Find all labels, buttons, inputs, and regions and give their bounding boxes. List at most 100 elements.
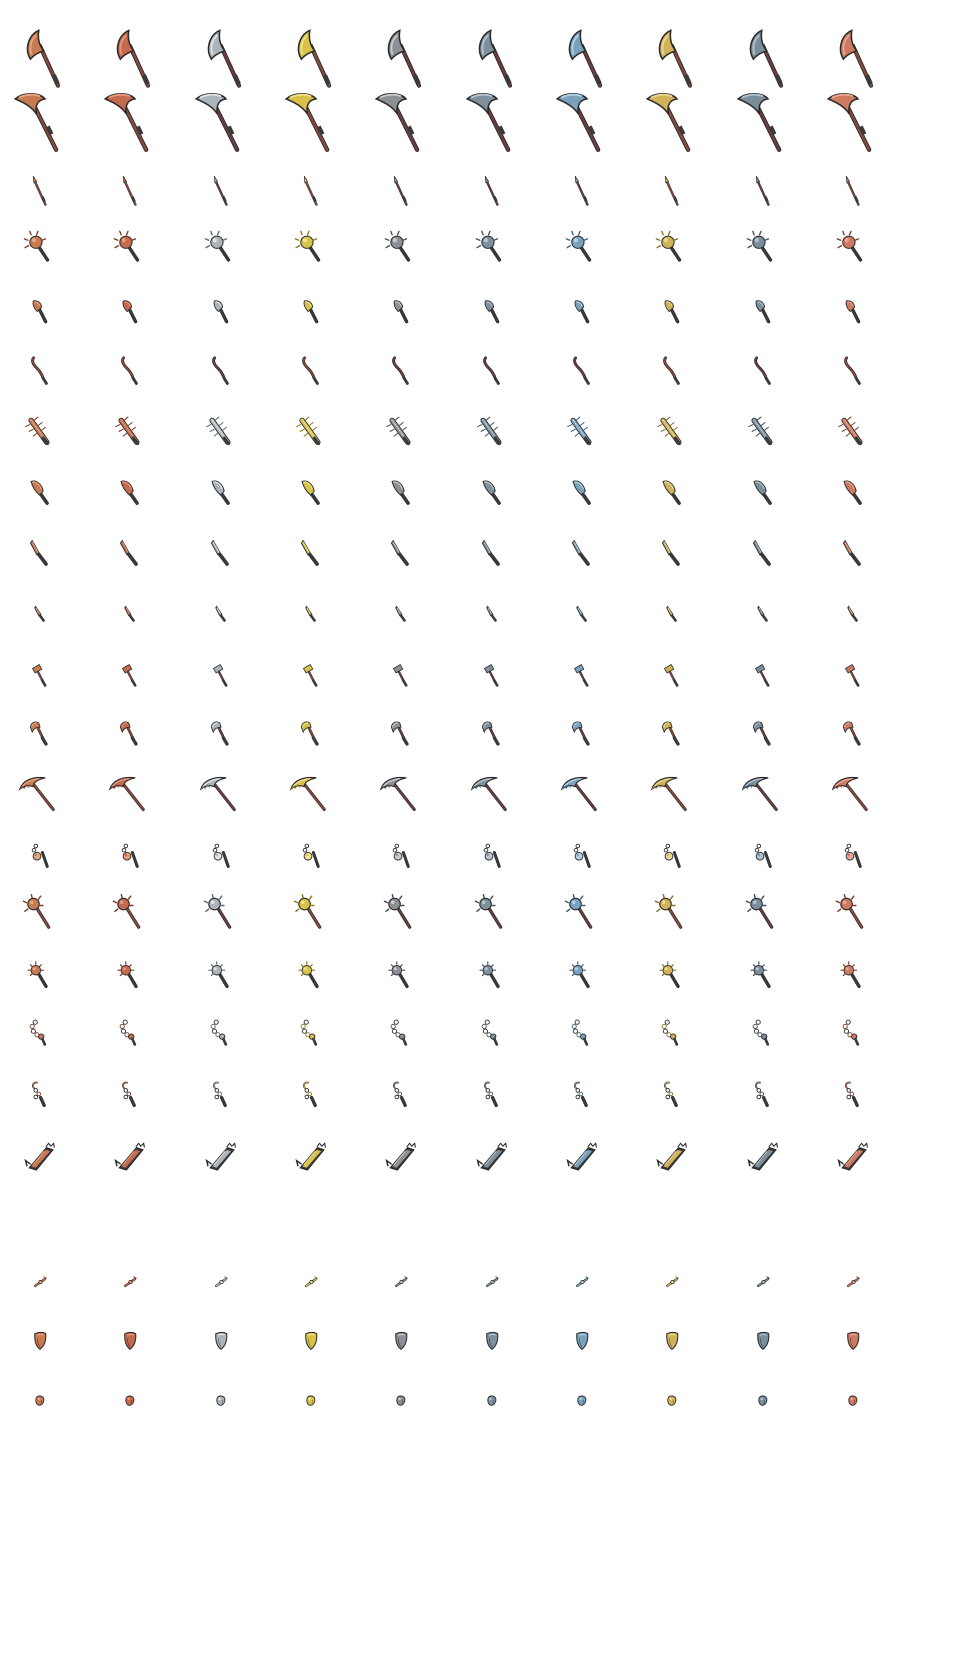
halberd-axe-icon [371, 28, 431, 88]
hatchet-icon [206, 717, 236, 747]
shield-piece-rose-sprite [847, 1331, 860, 1350]
flail-mithril-sprite [573, 843, 591, 868]
morningstar-icon [296, 960, 326, 990]
flail-icon [206, 840, 236, 870]
ore-chunk-slate-sprite [487, 1395, 497, 1406]
spear-short-icon [23, 174, 57, 208]
war-pick-icon [199, 769, 243, 813]
halberd-axe-brass-sprite [658, 29, 693, 88]
hatchet-icon [838, 717, 868, 747]
bone-charm-icon [751, 1271, 775, 1295]
whip-icon [114, 354, 146, 386]
chainsaw-cobalt-sprite [747, 1142, 778, 1171]
war-pick-cobalt-sprite [741, 776, 778, 812]
chain-hook-brass-sprite [664, 1081, 678, 1108]
spear-short-gold-sprite [303, 175, 318, 206]
ore-chunk-mithril-sprite [577, 1395, 587, 1406]
spear-short-icon [655, 174, 689, 208]
chainsaw-bronze-sprite [114, 1142, 145, 1171]
bone-charm-copper-sprite [34, 1276, 47, 1288]
hammer-small-icon [659, 662, 685, 688]
whip-cobalt-sprite [754, 356, 771, 385]
nail-bat-slate-sprite [477, 416, 502, 446]
spear-short-rose-sprite [845, 175, 860, 206]
halberd-axe-iron-sprite [207, 29, 242, 88]
morningstar-copper-sprite [27, 961, 48, 989]
dagger-gold-sprite [305, 605, 316, 622]
halberd-steel-sprite [374, 93, 420, 152]
halberd-icon [732, 89, 794, 152]
halberd-axe-copper-sprite [26, 29, 61, 88]
ore-chunk-cobalt-sprite [758, 1395, 768, 1406]
hatchet-icon [477, 717, 507, 747]
hatchet-icon [296, 717, 326, 747]
mace-long-icon [654, 894, 690, 930]
chain-hook-icon [386, 1079, 416, 1109]
flail-iron-sprite [212, 843, 230, 868]
halberd-gold-sprite [284, 93, 330, 152]
hand-axe-icon [839, 297, 867, 325]
war-pick-icon [831, 769, 875, 813]
spear-short-iron-sprite [213, 175, 228, 206]
hammer-small-icon [479, 662, 505, 688]
ore-chunk-brass-sprite [667, 1395, 677, 1406]
mace-long-icon [745, 894, 781, 930]
halberd-brass-sprite [645, 93, 691, 152]
cleaver-icon [837, 475, 869, 507]
halberd-axe-bronze-sprite [116, 29, 151, 88]
shield-piece-icon [388, 1328, 414, 1354]
shield-piece-bronze-sprite [124, 1331, 137, 1350]
flail-icon [657, 840, 687, 870]
bone-charm-rose-sprite [847, 1276, 860, 1288]
halberd-axe-icon [552, 28, 612, 88]
hand-axe-slate-sprite [484, 300, 500, 324]
mace-long-icon [383, 894, 419, 930]
chainsaw-rose-sprite [837, 1142, 868, 1171]
war-pick-steel-sprite [379, 776, 416, 812]
dagger-copper-sprite [34, 605, 45, 622]
halberd-icon [190, 89, 252, 152]
bone-charm-gold-sprite [305, 1276, 318, 1288]
hatchet-icon [386, 717, 416, 747]
hammer-small-slate-sprite [483, 664, 499, 687]
chain-hook-icon [206, 1079, 236, 1109]
hand-axe-rose-sprite [845, 300, 861, 324]
halberd-icon [551, 89, 613, 152]
ore-chunk-icon [844, 1392, 862, 1410]
hatchet-cobalt-sprite [752, 721, 771, 746]
ore-chunk-bronze-sprite [125, 1395, 135, 1406]
cleaver-icon [295, 475, 327, 507]
flail-icon [386, 840, 416, 870]
ore-chunk-icon [663, 1392, 681, 1410]
spear-short-cobalt-sprite [755, 175, 770, 206]
war-pick-icon [470, 769, 514, 813]
mace-long-slate-sprite [474, 894, 503, 929]
dagger-cobalt-sprite [757, 605, 768, 622]
war-pick-slate-sprite [470, 776, 507, 812]
war-pick-gold-sprite [289, 776, 326, 812]
mace-long-mithril-sprite [564, 894, 593, 929]
morningstar-icon [567, 960, 597, 990]
halberd-icon [280, 89, 342, 152]
halberd-icon [461, 89, 523, 152]
war-pick-icon [379, 769, 423, 813]
chain-hook-icon [567, 1079, 597, 1109]
shield-piece-brass-sprite [666, 1331, 679, 1350]
chainsaw-brass-sprite [656, 1142, 687, 1171]
spiked-club-icon [23, 230, 57, 264]
spiked-club-steel-sprite [384, 230, 411, 262]
spiked-club-icon [294, 230, 328, 264]
hand-axe-icon [478, 297, 506, 325]
spiked-club-bronze-sprite [113, 230, 140, 262]
chain-hook-icon [657, 1079, 687, 1109]
whip-icon [566, 354, 598, 386]
halberd-icon [9, 89, 71, 152]
flail-icon [115, 840, 145, 870]
machete-cobalt-sprite [752, 539, 771, 566]
mace-long-brass-sprite [654, 894, 683, 929]
machete-icon [115, 537, 145, 567]
spiked-club-mithril-sprite [565, 230, 592, 262]
morningstar-gold-sprite [298, 961, 319, 989]
morningstar-icon [115, 960, 145, 990]
morningstar-icon [25, 960, 55, 990]
